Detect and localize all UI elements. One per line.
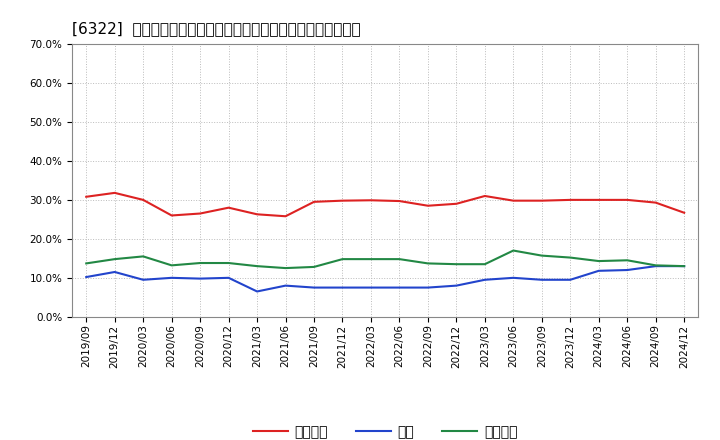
- 売上債権: [282, 213, 290, 219]
- 在庫: [423, 285, 432, 290]
- 在庫: [167, 275, 176, 280]
- 売上債権: [225, 205, 233, 210]
- 売上債権: [196, 211, 204, 216]
- 在庫: [225, 275, 233, 280]
- 在庫: [310, 285, 318, 290]
- 在庫: [595, 268, 603, 273]
- 在庫: [537, 277, 546, 282]
- 売上債権: [423, 203, 432, 209]
- 買入債務: [282, 265, 290, 271]
- Legend: 売上債権, 在庫, 買入債務: 売上債権, 在庫, 買入債務: [248, 419, 523, 440]
- 在庫: [196, 276, 204, 281]
- 売上債権: [652, 200, 660, 205]
- 買入債務: [595, 258, 603, 264]
- 売上債権: [82, 194, 91, 199]
- 売上債権: [680, 210, 688, 216]
- 売上債権: [338, 198, 347, 203]
- 在庫: [623, 268, 631, 273]
- 買入債務: [452, 261, 461, 267]
- 買入債務: [537, 253, 546, 258]
- 在庫: [480, 277, 489, 282]
- 買入債務: [680, 264, 688, 269]
- 買入債務: [652, 263, 660, 268]
- 売上債権: [139, 197, 148, 202]
- 在庫: [282, 283, 290, 288]
- 買入債務: [338, 257, 347, 262]
- 買入債務: [366, 257, 375, 262]
- 買入債務: [139, 254, 148, 259]
- 売上債権: [537, 198, 546, 203]
- 在庫: [395, 285, 404, 290]
- 在庫: [566, 277, 575, 282]
- 在庫: [680, 264, 688, 269]
- Line: 在庫: 在庫: [86, 266, 684, 291]
- Line: 売上債権: 売上債権: [86, 193, 684, 216]
- 売上債権: [623, 197, 631, 202]
- 買入債務: [423, 261, 432, 266]
- 在庫: [509, 275, 518, 280]
- 売上債権: [509, 198, 518, 203]
- 買入債務: [310, 264, 318, 270]
- 売上債権: [366, 198, 375, 203]
- Text: [6322]  売上債権、在庫、買入債務の総資産に対する比率の推移: [6322] 売上債権、在庫、買入債務の総資産に対する比率の推移: [72, 21, 361, 36]
- 買入債務: [566, 255, 575, 260]
- 売上債権: [253, 212, 261, 217]
- 売上債権: [452, 201, 461, 206]
- 買入債務: [395, 257, 404, 262]
- 買入債務: [82, 261, 91, 266]
- 在庫: [253, 289, 261, 294]
- 売上債権: [595, 197, 603, 202]
- 在庫: [82, 275, 91, 280]
- 売上債権: [395, 198, 404, 204]
- 在庫: [139, 277, 148, 282]
- Line: 買入債務: 買入債務: [86, 250, 684, 268]
- 在庫: [110, 269, 119, 275]
- 買入債務: [225, 260, 233, 266]
- 買入債務: [623, 258, 631, 263]
- 在庫: [338, 285, 347, 290]
- 買入債務: [196, 260, 204, 266]
- 在庫: [652, 264, 660, 269]
- 買入債務: [167, 263, 176, 268]
- 買入債務: [480, 261, 489, 267]
- 買入債務: [253, 264, 261, 269]
- 売上債権: [110, 190, 119, 195]
- 売上債権: [310, 199, 318, 205]
- 買入債務: [110, 257, 119, 262]
- 在庫: [452, 283, 461, 288]
- 売上債権: [566, 197, 575, 202]
- 売上債権: [167, 213, 176, 218]
- 在庫: [366, 285, 375, 290]
- 買入債務: [509, 248, 518, 253]
- 売上債権: [480, 193, 489, 198]
